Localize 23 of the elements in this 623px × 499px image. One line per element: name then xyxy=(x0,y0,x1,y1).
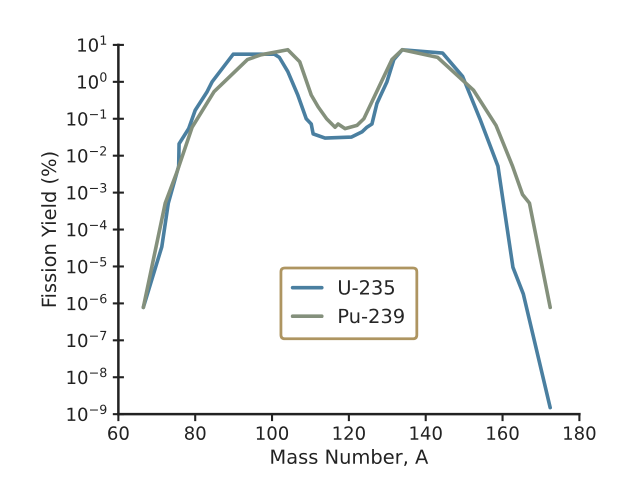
x-tick-label: 120 xyxy=(334,426,365,440)
y-tick-label: 10$^{−3}$ xyxy=(68,183,106,200)
y-tick-label: 10$^{−9}$ xyxy=(68,404,106,422)
y-tick-label: 10$^{−6}$ xyxy=(68,294,107,310)
x-axis-title: Mass Number, A xyxy=(271,449,428,466)
x-tick-label: 180 xyxy=(564,426,596,440)
y-tick-label: 10$^{0}$ xyxy=(78,72,107,89)
y-axis-title: Fission Yield (%) xyxy=(41,152,58,306)
x-tick-label: 140 xyxy=(410,426,442,440)
x-tick-label: 100 xyxy=(256,426,288,440)
y-tick-label: 10$^{−2}$ xyxy=(68,146,106,163)
line-series xyxy=(142,48,552,310)
legend-label: Pu-239 xyxy=(339,308,404,324)
y-tick-label: 10$^{−8}$ xyxy=(68,368,106,384)
y-tick-label: 10$^{1}$ xyxy=(78,36,106,52)
y-tick-label: 10$^{−7}$ xyxy=(68,330,106,348)
legend-label: U-235 xyxy=(339,280,394,295)
y-tick-label: 10$^{−1}$ xyxy=(68,109,106,126)
x-tick-label: 80 xyxy=(184,426,206,440)
x-tick-label: 60 xyxy=(108,426,129,440)
y-tick-label: 10$^{−5}$ xyxy=(68,257,106,274)
x-tick-label: 160 xyxy=(487,426,519,440)
y-tick-label: 10$^{−4}$ xyxy=(68,220,107,237)
